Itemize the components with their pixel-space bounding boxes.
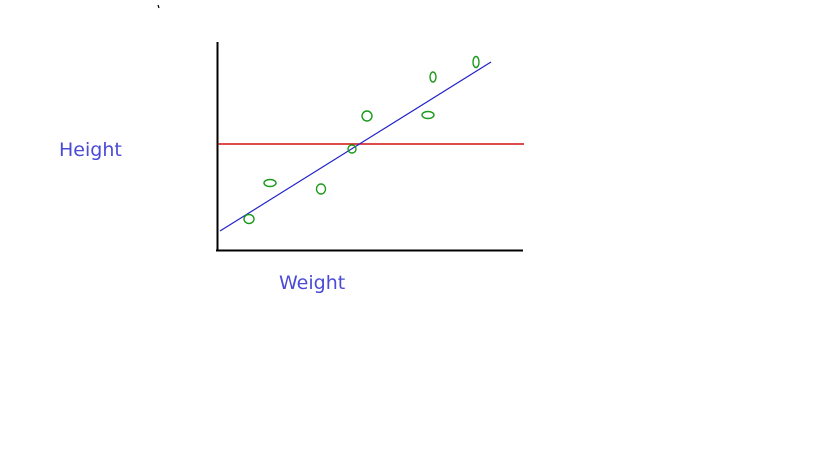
data-point <box>347 144 357 154</box>
data-points <box>243 55 480 225</box>
data-point <box>472 55 480 69</box>
data-point <box>263 178 277 188</box>
data-point <box>315 183 327 195</box>
data-point <box>361 110 373 122</box>
y-axis-label: Height <box>59 139 122 161</box>
data-point <box>243 213 255 225</box>
x-axis-label: Weight <box>279 272 346 294</box>
stray-mark <box>157 4 160 9</box>
data-point <box>421 110 435 120</box>
data-point <box>429 71 437 83</box>
